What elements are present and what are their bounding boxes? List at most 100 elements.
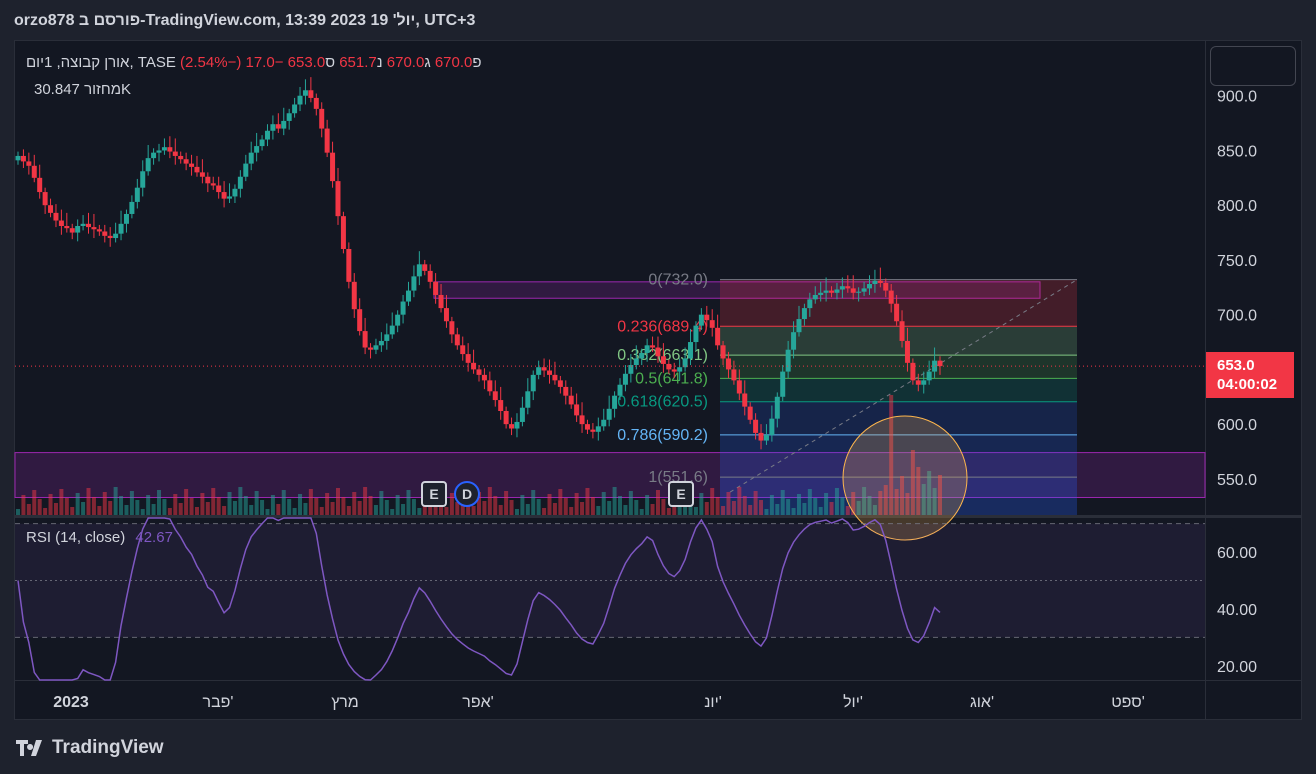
candle-body[interactable] bbox=[693, 325, 699, 343]
candle-body[interactable] bbox=[58, 220, 64, 227]
candle-body[interactable] bbox=[552, 374, 558, 381]
candle-body[interactable] bbox=[313, 97, 319, 109]
candle-body[interactable] bbox=[422, 264, 428, 271]
candle-body[interactable] bbox=[232, 188, 238, 197]
candle-body[interactable] bbox=[601, 419, 607, 427]
candle-body[interactable] bbox=[31, 165, 37, 178]
candle-body[interactable] bbox=[86, 223, 92, 228]
candle-body[interactable] bbox=[264, 130, 270, 140]
candle-body[interactable] bbox=[530, 374, 536, 392]
candle-body[interactable] bbox=[189, 163, 195, 167]
candle-body[interactable] bbox=[405, 290, 411, 302]
candle-body[interactable] bbox=[736, 380, 742, 394]
candle-body[interactable] bbox=[178, 155, 184, 160]
candle-body[interactable] bbox=[340, 216, 346, 249]
candle-body[interactable] bbox=[921, 380, 927, 385]
candle-body[interactable] bbox=[650, 345, 656, 348]
candle-body[interactable] bbox=[785, 349, 791, 372]
candle-body[interactable] bbox=[910, 362, 916, 381]
candle-body[interactable] bbox=[172, 151, 178, 156]
candle-body[interactable] bbox=[698, 314, 704, 326]
candle-body[interactable] bbox=[156, 150, 162, 153]
candle-body[interactable] bbox=[471, 362, 477, 370]
candle-body[interactable] bbox=[660, 356, 666, 364]
candle-body[interactable] bbox=[899, 321, 905, 341]
candle-body[interactable] bbox=[302, 90, 308, 96]
candle-body[interactable] bbox=[368, 347, 374, 350]
candle-body[interactable] bbox=[584, 424, 590, 430]
candle-body[interactable] bbox=[113, 233, 119, 239]
candle-body[interactable] bbox=[308, 90, 314, 98]
candle-body[interactable] bbox=[91, 227, 97, 230]
candle-body[interactable] bbox=[183, 159, 189, 164]
candle-body[interactable] bbox=[281, 120, 287, 129]
candle-body[interactable] bbox=[834, 289, 840, 293]
candle-body[interactable] bbox=[319, 108, 325, 129]
candle-body[interactable] bbox=[64, 226, 70, 229]
candle-body[interactable] bbox=[845, 286, 851, 289]
candle-body[interactable] bbox=[384, 334, 390, 341]
candle-body[interactable] bbox=[612, 395, 618, 409]
candle-body[interactable] bbox=[547, 370, 553, 375]
candle-body[interactable] bbox=[839, 286, 845, 290]
candle-body[interactable] bbox=[460, 345, 466, 355]
candle-body[interactable] bbox=[248, 152, 254, 164]
candle-body[interactable] bbox=[753, 419, 759, 433]
candle-body[interactable] bbox=[373, 345, 379, 350]
candle-body[interactable] bbox=[129, 201, 135, 214]
candle-body[interactable] bbox=[118, 223, 124, 234]
candle-body[interactable] bbox=[932, 360, 938, 372]
candle-body[interactable] bbox=[894, 303, 900, 322]
candle-body[interactable] bbox=[883, 282, 889, 291]
candle-body[interactable] bbox=[590, 429, 596, 432]
candle-body[interactable] bbox=[292, 104, 298, 114]
candle-body[interactable] bbox=[677, 367, 683, 372]
candle-body[interactable] bbox=[926, 371, 932, 381]
candle-body[interactable] bbox=[866, 284, 872, 289]
candle-body[interactable] bbox=[259, 139, 265, 147]
candle-body[interactable] bbox=[161, 147, 167, 151]
candle-body[interactable] bbox=[633, 358, 639, 366]
candle-body[interactable] bbox=[330, 152, 336, 182]
candle-body[interactable] bbox=[476, 369, 482, 375]
candle-body[interactable] bbox=[774, 396, 780, 419]
candle-body[interactable] bbox=[769, 418, 775, 436]
candle-body[interactable] bbox=[400, 301, 406, 315]
candle-body[interactable] bbox=[904, 340, 910, 363]
candle-body[interactable] bbox=[96, 229, 102, 232]
candle-body[interactable] bbox=[715, 327, 721, 346]
candle-body[interactable] bbox=[481, 374, 487, 381]
candle-body[interactable] bbox=[167, 147, 173, 152]
candle-body[interactable] bbox=[742, 393, 748, 407]
candle-body[interactable] bbox=[335, 181, 341, 217]
candle-body[interactable] bbox=[525, 391, 531, 408]
candle-body[interactable] bbox=[850, 288, 856, 293]
candle-body[interactable] bbox=[53, 212, 59, 221]
candle-body[interactable] bbox=[42, 192, 48, 206]
candle-body[interactable] bbox=[763, 435, 769, 441]
candle-body[interactable] bbox=[780, 371, 786, 397]
candle-body[interactable] bbox=[492, 391, 498, 401]
candle-body[interactable] bbox=[915, 380, 921, 385]
rsi-line[interactable] bbox=[17, 517, 941, 681]
top-right-widget[interactable] bbox=[1210, 46, 1296, 86]
candle-body[interactable] bbox=[568, 395, 574, 405]
candle-body[interactable] bbox=[438, 294, 444, 309]
candle-body[interactable] bbox=[433, 281, 439, 295]
candle-body[interactable] bbox=[20, 155, 26, 162]
candle-body[interactable] bbox=[801, 308, 807, 320]
candle-body[interactable] bbox=[80, 223, 86, 227]
tradingview-logo[interactable]: TradingView bbox=[16, 737, 164, 759]
candle-body[interactable] bbox=[682, 358, 688, 368]
candle-body[interactable] bbox=[357, 309, 363, 332]
dividend-marker[interactable]: D bbox=[454, 481, 480, 507]
candle-body[interactable] bbox=[227, 196, 233, 199]
candle-body[interactable] bbox=[254, 146, 260, 153]
candle-body[interactable] bbox=[509, 424, 515, 429]
candle-body[interactable] bbox=[937, 360, 943, 367]
candle-body[interactable] bbox=[888, 290, 894, 304]
candle-body[interactable] bbox=[812, 294, 818, 300]
candle-body[interactable] bbox=[454, 334, 460, 346]
candle-body[interactable] bbox=[362, 331, 368, 348]
